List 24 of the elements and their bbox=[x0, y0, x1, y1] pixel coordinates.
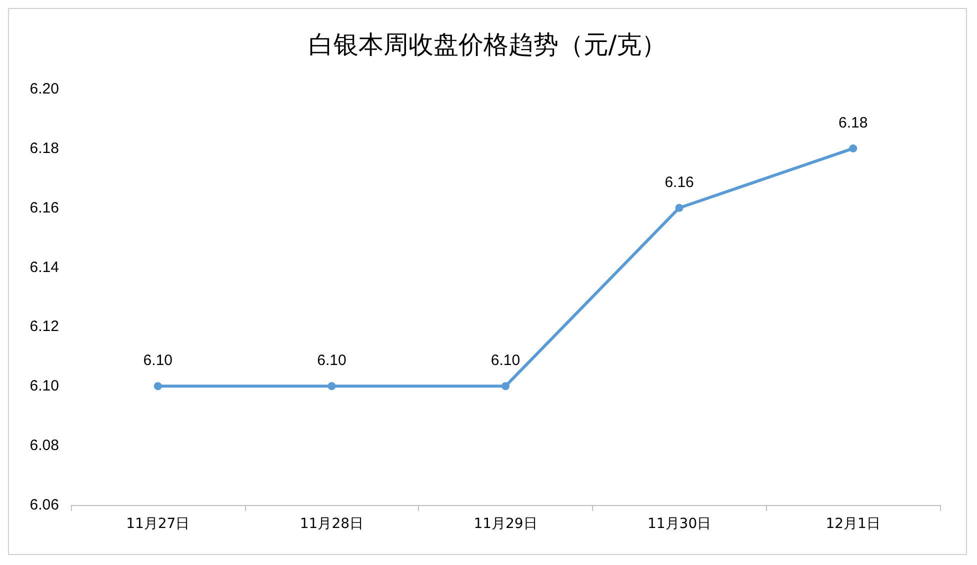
text: 6.10 bbox=[317, 352, 346, 370]
x-tick-label: 11月30日 bbox=[647, 516, 712, 532]
text: 6.10 bbox=[490, 352, 520, 370]
text: 6.16 bbox=[664, 174, 694, 191]
point bbox=[154, 382, 162, 390]
y-tick-label: 6.14 bbox=[30, 258, 59, 276]
y-tick-label: 6.08 bbox=[30, 437, 59, 454]
chart-title: 白银本周收盘价格趋势（元/克） bbox=[308, 30, 667, 59]
y-tick-label: 6.10 bbox=[30, 378, 59, 395]
x-tick-label: 11月27日 bbox=[126, 516, 190, 532]
point bbox=[502, 382, 510, 390]
point bbox=[328, 382, 336, 390]
y-tick-label: 6.12 bbox=[30, 318, 59, 336]
text: 6.18 bbox=[838, 114, 868, 132]
point bbox=[675, 204, 684, 212]
y-tick-label: 6.20 bbox=[30, 80, 59, 98]
point bbox=[849, 144, 858, 152]
text: 6.10 bbox=[143, 352, 172, 370]
y-tick-label: 6.16 bbox=[30, 199, 59, 216]
x-tick-label: 12月1日 bbox=[826, 516, 880, 532]
x-tick-label: 11月29日 bbox=[474, 516, 538, 532]
x-tick-label: 11月28日 bbox=[300, 516, 364, 532]
y-tick-label: 6.06 bbox=[30, 496, 59, 514]
y-tick-label: 6.18 bbox=[30, 140, 59, 157]
